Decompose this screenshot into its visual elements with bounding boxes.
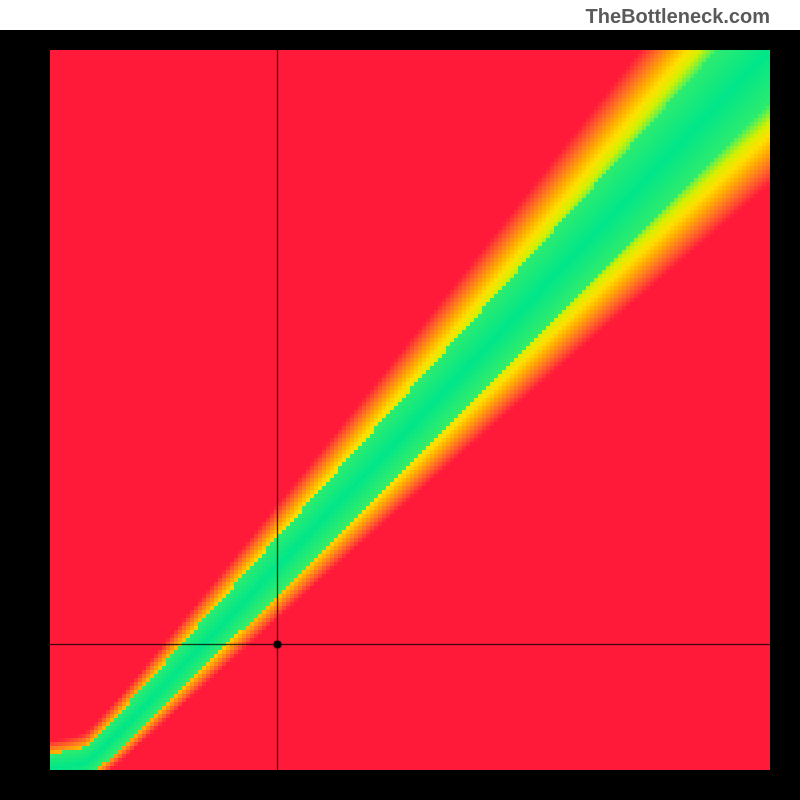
frame-bottom [0,770,800,800]
frame-top [0,30,800,50]
marker-overlay [50,50,770,770]
frame-left [0,50,50,770]
watermark-text: TheBottleneck.com [586,6,770,29]
chart-container: TheBottleneck.com [0,0,800,800]
frame-right [770,50,800,770]
